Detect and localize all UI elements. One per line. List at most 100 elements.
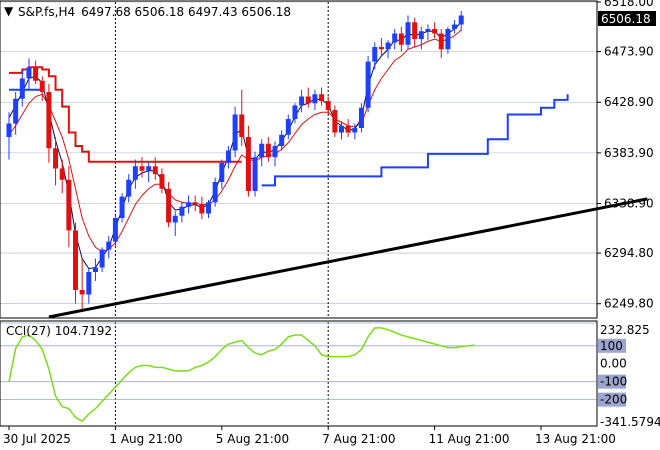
y-tick-label: 6473.90 — [604, 45, 654, 59]
candle-body — [192, 202, 198, 205]
candle — [59, 159, 65, 194]
cci-title: CCI(27) 104.7192 — [6, 324, 112, 338]
candle — [99, 247, 105, 272]
candle-body — [199, 204, 205, 214]
candle — [305, 87, 311, 108]
candle-body — [259, 143, 265, 158]
slow-ma-line — [8, 29, 462, 253]
candle — [119, 193, 125, 223]
candle-body — [392, 33, 398, 43]
candle — [166, 182, 172, 227]
candle — [86, 267, 92, 304]
candle-body — [172, 215, 178, 223]
candle — [13, 92, 19, 135]
candle — [159, 168, 165, 194]
candle — [66, 166, 72, 248]
candle-body — [325, 101, 331, 110]
candle — [146, 161, 152, 182]
dropdown-triangle-icon[interactable]: ▼ — [4, 4, 14, 18]
candle-body — [179, 206, 185, 216]
candle — [445, 26, 451, 54]
candle-body — [166, 188, 172, 223]
support-stop-line — [9, 88, 569, 187]
candle-body — [339, 125, 344, 133]
candle — [126, 174, 132, 203]
candle-body — [365, 61, 371, 108]
candle-body — [239, 114, 245, 137]
candle — [292, 103, 298, 124]
candle — [345, 119, 351, 137]
candle-body — [112, 218, 118, 242]
candle — [332, 105, 338, 137]
candle — [385, 40, 391, 59]
cci-panel-frame — [0, 320, 598, 427]
candle — [265, 137, 271, 162]
candle — [239, 89, 245, 146]
candle-body — [46, 92, 52, 149]
candle — [339, 121, 344, 140]
candle-body — [73, 230, 78, 290]
candle-body — [126, 179, 132, 197]
y-tick-label: 6294.80 — [604, 246, 654, 260]
y-tick-label: 6428.90 — [604, 95, 654, 109]
candle — [372, 42, 378, 70]
candle-body — [79, 290, 85, 295]
candle-body — [432, 29, 438, 34]
current-price-label: 6506.18 — [601, 12, 651, 26]
candle-body — [458, 15, 464, 25]
candle — [425, 24, 431, 41]
rising-trendline — [48, 197, 648, 319]
time-axis: 30 Jul 2025 1 Aug 21:00 5 Aug 21:00 7 Aug 2… — [3, 426, 616, 446]
candle — [6, 112, 12, 160]
ohlc-label: 6497.68 6506.18 6497.43 6506.18 — [81, 5, 291, 19]
candle — [225, 146, 231, 169]
candle — [358, 103, 364, 133]
candle — [232, 106, 238, 158]
candle-body — [99, 249, 105, 268]
candle — [252, 151, 258, 197]
time-separators — [114, 2, 329, 425]
cci-panel — [0, 322, 597, 423]
candle — [392, 29, 398, 50]
candle — [438, 29, 444, 59]
candle-body — [285, 119, 291, 135]
candle-body — [299, 96, 305, 106]
candle — [152, 157, 158, 180]
candle — [352, 123, 358, 140]
cci-level-tag — [598, 338, 626, 353]
candle — [245, 125, 251, 197]
candle — [53, 137, 59, 186]
cci-tick-label: 0.00 — [600, 357, 627, 371]
x-tick-label: 11 Aug 21:00 — [429, 432, 510, 446]
candle — [272, 141, 278, 167]
price-axis: 6518.00 6473.90 6428.90 6383.90 6338.90 6294.… — [597, 0, 654, 311]
symbol-label: S&P.fs,H4 — [18, 5, 75, 19]
candle-body — [33, 67, 39, 81]
candle — [325, 96, 331, 115]
candle-body — [119, 196, 125, 218]
candle-body — [159, 174, 165, 189]
candle — [212, 177, 218, 207]
candle-body — [6, 123, 12, 137]
candle-body — [272, 146, 278, 158]
candle-body — [279, 134, 285, 146]
candle-body — [372, 47, 378, 62]
grid-lines — [0, 1, 597, 305]
candle-body — [59, 168, 65, 180]
candle — [412, 17, 418, 47]
candle-body — [152, 166, 158, 175]
candle — [112, 213, 118, 248]
candle — [285, 114, 291, 140]
candle — [26, 58, 32, 90]
x-tick-label: 7 Aug 21:00 — [322, 432, 395, 446]
candle — [199, 196, 205, 220]
candle-body — [186, 202, 192, 207]
candle — [259, 139, 265, 167]
candle-body — [312, 94, 318, 104]
candle — [398, 26, 404, 52]
candle-body — [425, 29, 431, 32]
candle-body — [232, 114, 238, 151]
candle-body — [405, 22, 411, 45]
candle — [179, 202, 185, 223]
